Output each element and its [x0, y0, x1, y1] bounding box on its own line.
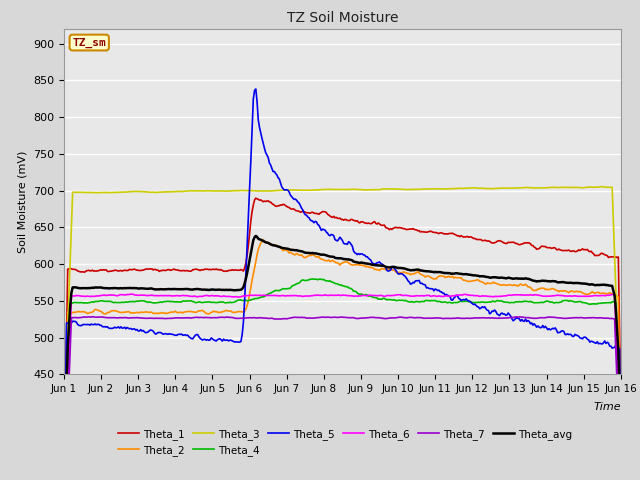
Theta_1	[252, 195, 260, 201]
Theta_avg	[142, 286, 150, 291]
Theta_1	[617, 405, 625, 410]
Theta_3	[291, 187, 298, 193]
Theta_7	[365, 315, 372, 321]
Theta_3	[598, 184, 606, 190]
Theta_avg	[252, 233, 260, 239]
Theta_2	[259, 237, 267, 242]
Text: Time: Time	[593, 402, 621, 412]
Title: TZ Soil Moisture: TZ Soil Moisture	[287, 11, 398, 25]
Theta_2	[86, 310, 94, 315]
Theta_1	[292, 207, 300, 213]
Theta_5	[292, 196, 300, 202]
Theta_avg	[528, 277, 536, 283]
Theta_7	[143, 315, 151, 321]
Theta_6	[365, 292, 372, 298]
Theta_4	[528, 299, 536, 305]
Theta_6	[143, 293, 151, 299]
Theta_7	[617, 477, 625, 480]
Theta_avg	[292, 247, 300, 253]
Theta_5	[617, 437, 625, 443]
Theta_7	[528, 315, 536, 321]
Line: Theta_1: Theta_1	[64, 198, 621, 480]
Theta_2	[528, 286, 536, 292]
Theta_5	[86, 322, 94, 328]
Theta_6	[438, 294, 445, 300]
Theta_6	[528, 292, 536, 298]
Theta_2	[438, 273, 445, 279]
Theta_3	[436, 186, 444, 192]
Theta_avg	[617, 443, 625, 448]
Theta_1	[528, 242, 536, 248]
Theta_5	[252, 86, 260, 92]
Theta_5	[438, 289, 445, 295]
Theta_7	[86, 314, 94, 320]
Theta_4	[142, 299, 150, 304]
Theta_6	[86, 294, 94, 300]
Theta_5	[365, 255, 372, 261]
Theta_2	[617, 430, 625, 436]
Theta_4	[309, 276, 317, 282]
Theta_3	[617, 427, 625, 432]
Theta_6	[617, 462, 625, 468]
Legend: Theta_1, Theta_2, Theta_3, Theta_4, Theta_5, Theta_6, Theta_7, Theta_avg: Theta_1, Theta_2, Theta_3, Theta_4, Thet…	[114, 424, 576, 460]
Theta_4	[365, 293, 372, 299]
Theta_avg	[86, 285, 94, 291]
Theta_4	[291, 282, 298, 288]
Theta_7	[292, 314, 300, 320]
Theta_1	[438, 230, 445, 236]
Theta_3	[527, 185, 534, 191]
Theta_3	[86, 190, 94, 195]
Line: Theta_4: Theta_4	[64, 279, 621, 480]
Theta_4	[438, 300, 445, 305]
Line: Theta_7: Theta_7	[64, 317, 621, 480]
Theta_4	[617, 460, 625, 466]
Theta_6	[128, 291, 136, 297]
Theta_2	[292, 252, 300, 258]
Theta_2	[142, 309, 150, 314]
Theta_3	[364, 187, 371, 193]
Line: Theta_avg: Theta_avg	[64, 236, 621, 480]
Theta_3	[60, 429, 68, 434]
Line: Theta_6: Theta_6	[64, 294, 621, 480]
Theta_avg	[438, 269, 445, 275]
Line: Theta_3: Theta_3	[64, 187, 621, 432]
Theta_6	[292, 293, 300, 299]
Theta_7	[438, 315, 445, 321]
Line: Theta_2: Theta_2	[64, 240, 621, 480]
Theta_1	[86, 268, 94, 274]
Y-axis label: Soil Moisture (mV): Soil Moisture (mV)	[17, 150, 28, 253]
Theta_5	[142, 330, 150, 336]
Line: Theta_5: Theta_5	[64, 89, 621, 480]
Text: TZ_sm: TZ_sm	[72, 37, 106, 48]
Theta_2	[365, 264, 372, 270]
Theta_1	[365, 220, 372, 226]
Theta_7	[88, 314, 96, 320]
Theta_avg	[365, 261, 372, 267]
Theta_5	[528, 320, 536, 326]
Theta_3	[142, 189, 150, 195]
Theta_4	[86, 300, 94, 305]
Theta_1	[142, 266, 150, 272]
